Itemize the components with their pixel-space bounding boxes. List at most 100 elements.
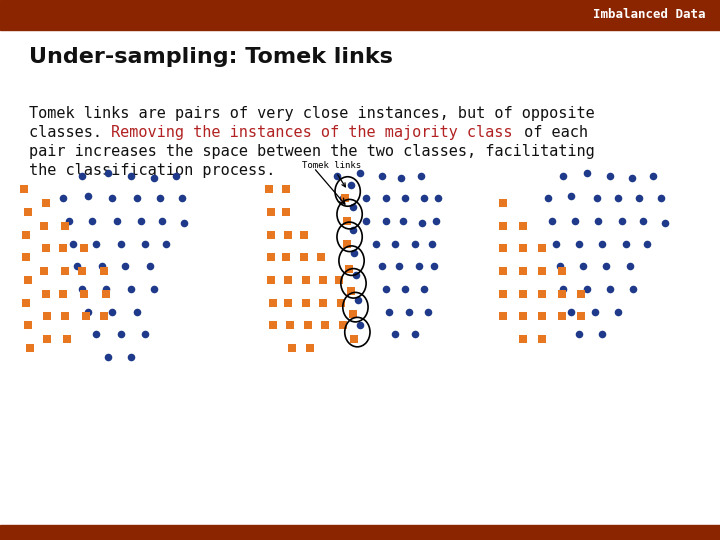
Point	[120, 262, 131, 271]
Bar	[0, 525, 720, 540]
Point	[498, 244, 509, 253]
Point	[354, 169, 366, 178]
Point	[125, 285, 137, 293]
Point	[265, 253, 276, 261]
Point	[517, 267, 528, 275]
Point	[345, 180, 356, 189]
Point	[498, 221, 509, 230]
Point	[24, 343, 36, 352]
Point	[139, 330, 150, 339]
Point	[83, 192, 94, 200]
Point	[593, 217, 604, 225]
Point	[339, 194, 351, 202]
Point	[282, 275, 294, 284]
Text: Removing the instances of the majority class: Removing the instances of the majority c…	[112, 125, 513, 140]
Point	[78, 289, 90, 298]
Point	[655, 194, 667, 202]
Point	[612, 307, 624, 316]
Point	[125, 353, 137, 361]
Point	[281, 253, 292, 261]
Point	[112, 217, 123, 225]
Point	[61, 335, 73, 343]
Point	[300, 298, 312, 307]
Point	[659, 219, 670, 227]
Point	[361, 194, 372, 202]
Point	[161, 239, 172, 248]
Point	[106, 194, 117, 202]
Point	[409, 330, 420, 339]
Point	[565, 307, 577, 316]
Point	[554, 262, 565, 271]
Point	[98, 267, 109, 275]
Point	[135, 217, 147, 225]
Text: Imbalanced Data: Imbalanced Data	[593, 8, 706, 22]
Point	[573, 239, 585, 248]
Point	[575, 289, 587, 298]
Point	[333, 275, 345, 284]
Point	[335, 298, 346, 307]
Point	[59, 312, 71, 321]
Point	[282, 298, 294, 307]
Point	[380, 217, 392, 225]
Point	[282, 230, 294, 239]
Point	[58, 244, 69, 253]
Point	[20, 253, 32, 261]
Point	[376, 262, 387, 271]
Point	[58, 289, 69, 298]
Text: Tomek links: Tomek links	[302, 161, 361, 187]
Point	[597, 239, 608, 248]
Point	[42, 335, 53, 343]
Point	[415, 171, 426, 180]
Point	[98, 312, 109, 321]
Point	[102, 353, 114, 361]
Bar	[0, 0, 720, 30]
Point	[637, 217, 649, 225]
Point	[431, 217, 442, 225]
Point	[40, 244, 51, 253]
Point	[100, 285, 112, 293]
Point	[620, 239, 631, 248]
Point	[77, 267, 88, 275]
Point	[590, 194, 602, 202]
Point	[556, 312, 567, 321]
Point	[59, 221, 71, 230]
Point	[642, 239, 653, 248]
Point	[384, 307, 395, 316]
Point	[573, 330, 585, 339]
Point	[331, 171, 343, 180]
Point	[376, 171, 387, 180]
Point	[575, 312, 587, 321]
Point	[67, 239, 78, 248]
Point	[558, 171, 570, 180]
Point	[348, 248, 360, 257]
Point	[628, 285, 639, 293]
Point	[565, 192, 577, 200]
Point	[536, 312, 548, 321]
Point	[536, 267, 548, 275]
Point	[81, 312, 92, 321]
Point	[353, 296, 364, 305]
Point	[626, 173, 637, 182]
Point	[304, 343, 315, 352]
Point	[318, 298, 329, 307]
Point	[604, 285, 616, 293]
Point	[426, 239, 438, 248]
Point	[517, 221, 528, 230]
Point	[634, 194, 645, 202]
Point	[536, 289, 548, 298]
Point	[131, 307, 143, 316]
Point	[347, 203, 359, 212]
Point	[90, 239, 102, 248]
Point	[354, 321, 366, 329]
Point	[298, 230, 310, 239]
Point	[58, 194, 69, 202]
Text: classes.: classes.	[29, 125, 111, 140]
Point	[40, 289, 51, 298]
Point	[38, 267, 49, 275]
Point	[612, 194, 624, 202]
Point	[42, 312, 53, 321]
Point	[318, 275, 329, 284]
Point	[265, 207, 276, 216]
Point	[20, 298, 32, 307]
Point	[589, 307, 600, 316]
